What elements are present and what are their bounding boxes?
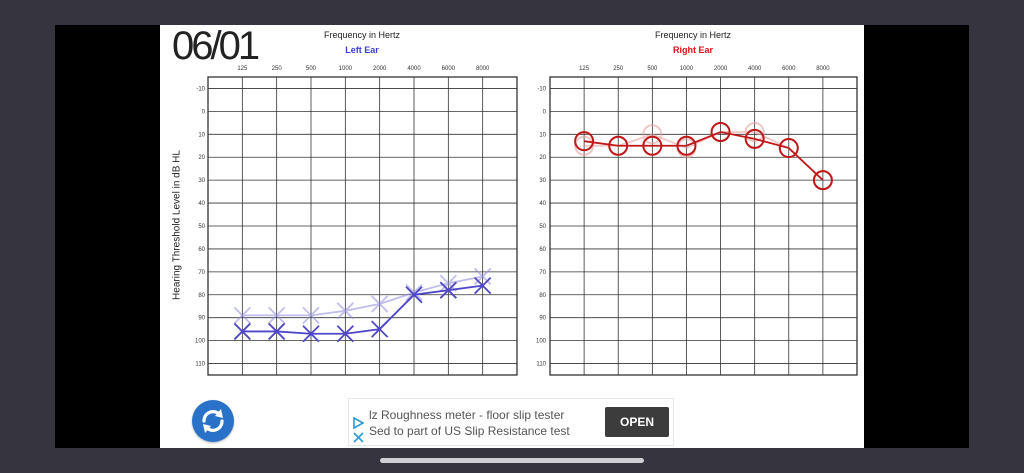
- audiogram-panel-right: -10 0 10 20 30 40 50 60 70 80 90 100 110 125 250 500 100…: [536, 30, 858, 376]
- data-point: [642, 124, 663, 145]
- series-line: [242, 284, 483, 335]
- data-point: [744, 128, 765, 149]
- ad-headline[interactable]: lz Roughness meter - floor slip tester: [369, 408, 565, 422]
- y-axis-label: Hearing Threshold Level in dB HL: [171, 150, 183, 300]
- x-tick-label: 2000: [373, 66, 387, 72]
- y-tick-label: 80: [198, 293, 205, 299]
- y-tick-label: 0: [202, 109, 206, 115]
- y-tick-label: 30: [539, 178, 546, 184]
- data-point: [710, 122, 731, 143]
- data-point: [676, 135, 697, 156]
- y-tick-label: 100: [536, 339, 547, 345]
- x-tick-label: 125: [237, 66, 248, 72]
- data-point: [405, 286, 423, 304]
- y-tick-label: 60: [539, 247, 546, 253]
- data-point: [778, 138, 799, 159]
- chart-subtitle: Left Ear: [345, 45, 379, 55]
- y-tick-label: 0: [543, 109, 547, 115]
- series-0: [574, 122, 833, 191]
- y-tick-label: 50: [198, 224, 205, 230]
- ad-open-button[interactable]: OPEN: [605, 407, 669, 437]
- audiogram-sheet: [160, 25, 864, 448]
- refresh-icon: [202, 409, 224, 433]
- y-tick-label: 20: [539, 155, 546, 161]
- y-tick-label: 40: [198, 201, 205, 207]
- data-point: [474, 276, 492, 295]
- data-point: [371, 295, 389, 313]
- data-point: [302, 306, 320, 325]
- data-point: [574, 131, 595, 152]
- chart-title: Frequency in Hertz: [655, 30, 732, 40]
- x-tick-label: 250: [613, 66, 624, 72]
- series-0: [233, 276, 492, 343]
- series-line: [584, 131, 824, 181]
- data-point: [405, 283, 423, 302]
- x-tick-label: 2000: [714, 66, 728, 72]
- x-tick-label: 8000: [816, 66, 830, 72]
- data-point: [336, 325, 354, 343]
- data-point: [371, 320, 389, 338]
- ad-banner[interactable]: lz Roughness meter - floor slip tester S…: [348, 398, 674, 446]
- y-tick-label: 90: [198, 316, 205, 322]
- data-point: [233, 322, 251, 341]
- ad-play-icon[interactable]: [352, 417, 364, 429]
- chart-title: Frequency in Hertz: [324, 30, 401, 40]
- series-line: [583, 131, 824, 181]
- date-stamp: 06/01: [172, 24, 260, 68]
- data-point: [474, 267, 492, 286]
- data-point: [233, 306, 251, 325]
- data-point: [336, 302, 354, 320]
- data-point: [744, 122, 765, 143]
- y-tick-label: 40: [539, 201, 546, 207]
- data-point: [642, 135, 663, 156]
- home-indicator[interactable]: [380, 458, 644, 463]
- data-point: [439, 281, 457, 299]
- y-tick-label: 70: [539, 270, 546, 276]
- x-tick-label: 4000: [407, 66, 421, 72]
- x-tick-label: 6000: [782, 66, 796, 72]
- y-tick-label: 70: [198, 270, 205, 276]
- data-point: [268, 306, 286, 325]
- y-tick-label: 30: [198, 178, 205, 184]
- x-tick-label: 1000: [680, 66, 694, 72]
- data-point: [812, 170, 833, 191]
- data-point: [608, 135, 629, 156]
- y-tick-label: 60: [198, 247, 205, 253]
- audiogram-panel-left: -10 0 10 20 30 40 50 60 70 80 90 100 110 125 250 500 100…: [195, 30, 518, 376]
- x-tick-label: 500: [647, 66, 658, 72]
- refresh-button[interactable]: [192, 400, 234, 442]
- x-tick-label: 125: [579, 66, 590, 72]
- series-1: [233, 267, 492, 325]
- x-tick-label: 4000: [748, 66, 762, 72]
- y-tick-label: 10: [539, 132, 546, 138]
- data-point: [574, 135, 595, 156]
- y-tick-label: -10: [537, 86, 546, 92]
- x-tick-label: 8000: [476, 66, 490, 72]
- y-tick-label: -10: [196, 86, 205, 92]
- data-point: [268, 322, 286, 341]
- y-tick-label: 110: [536, 362, 546, 368]
- y-tick-label: 50: [539, 224, 546, 230]
- x-tick-label: 1000: [339, 66, 353, 72]
- y-tick-label: 10: [198, 132, 205, 138]
- x-tick-label: 250: [272, 66, 283, 72]
- close-icon[interactable]: [353, 432, 364, 443]
- y-tick-label: 20: [198, 155, 205, 161]
- data-point: [302, 325, 320, 343]
- chart-subtitle: Right Ear: [673, 45, 714, 55]
- y-tick-label: 110: [195, 362, 205, 368]
- x-tick-label: 6000: [442, 66, 456, 72]
- x-tick-label: 500: [306, 66, 317, 72]
- ad-description[interactable]: Sed to part of US Slip Resistance test: [369, 424, 570, 438]
- y-tick-label: 80: [539, 293, 546, 299]
- y-tick-label: 100: [195, 339, 206, 345]
- y-tick-label: 90: [539, 316, 546, 322]
